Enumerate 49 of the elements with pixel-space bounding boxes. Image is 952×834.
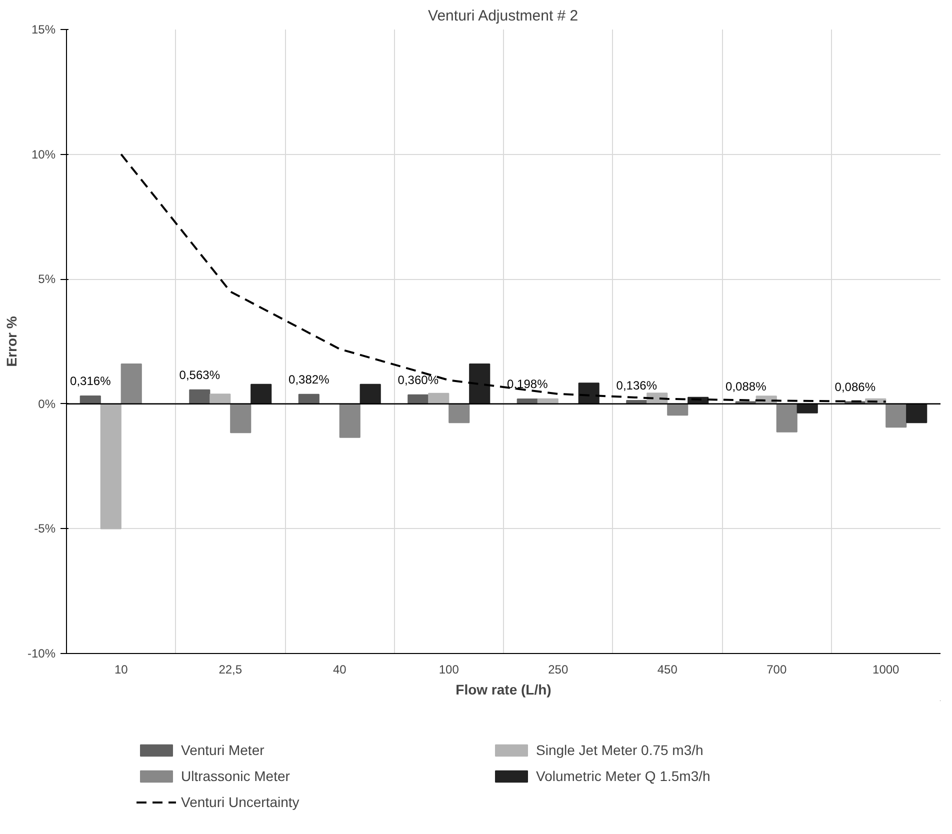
bar [906,403,928,424]
bar [339,403,360,438]
legend-label: Ultrassonic Meter [181,768,291,784]
data-label: 0,136% [616,378,658,393]
data-label: 0,086% [834,380,876,394]
x-tick-label: 40 [332,662,347,676]
legend-label: Single Jet Meter 0.75 m3/h [536,742,704,758]
data-label: 0,088% [726,380,767,394]
x-axis-title: Flow rate (L/h) [456,682,552,698]
x-tick-label: 100 [438,662,460,676]
x-tick-label: 250 [548,662,568,676]
bar [80,396,101,404]
data-label: 0,563% [179,368,220,382]
bar [120,363,142,404]
bar [230,403,252,434]
data-label: 0,360% [398,372,439,387]
bar [210,394,231,404]
y-tick-label: -5% [34,522,56,536]
y-tick-label: -10% [27,646,56,660]
y-tick-label: 15% [31,22,56,36]
bar [428,392,450,404]
bar [469,363,490,404]
x-tick-label: 22,5 [218,662,242,676]
y-tick-label: 10% [31,147,56,162]
data-label: 0,198% [507,376,548,391]
data-label: 0,382% [288,372,330,386]
bar [796,403,818,414]
legend-label: Volumetric Meter Q 1.5m3/h [536,768,712,784]
bar [776,403,798,432]
x-tick-label: 700 [766,662,787,676]
bar [100,403,122,530]
bar [360,384,381,404]
data-label: 0,316% [70,374,112,388]
legend-label: Venturi Meter [181,742,266,758]
bar [250,384,272,404]
y-tick-label: 0% [38,396,56,411]
x-tick-label: 1000 [872,662,900,676]
bar [298,394,320,404]
legend-label: Venturi Uncertainty [181,794,300,810]
y-tick-label: 5% [38,272,56,286]
bar [448,403,470,424]
bar [886,403,907,428]
x-tick-label: 450 [657,662,678,676]
bar [667,403,688,416]
y-axis-title: Error % [3,316,20,367]
bar [189,389,210,404]
bar [578,382,600,404]
x-tick-label: 10 [114,662,128,676]
chart-title: Venturi Adjustment # 2 [428,8,578,24]
